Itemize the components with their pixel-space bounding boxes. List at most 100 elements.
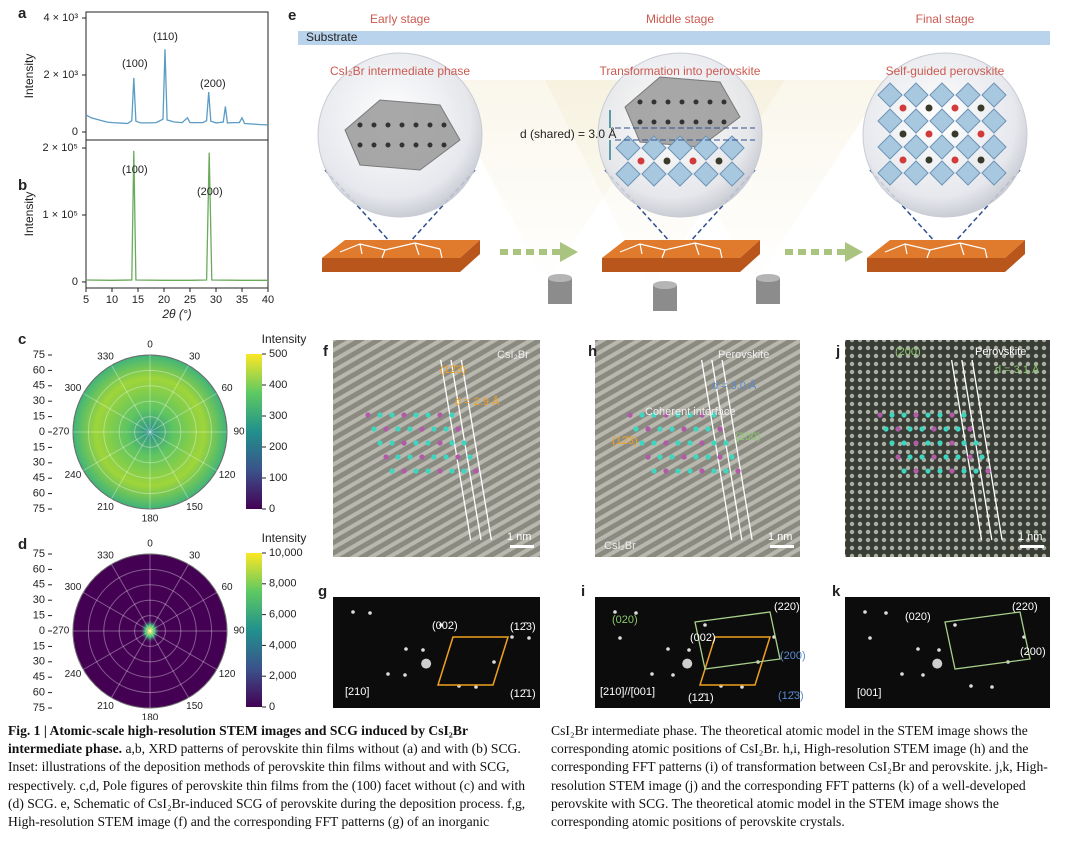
grain-boundaries	[619, 242, 723, 259]
model-atom	[407, 454, 413, 460]
fft-spot	[386, 672, 390, 676]
octahedron	[955, 82, 981, 108]
theta-tick-label: 150	[186, 701, 203, 712]
model-atom	[443, 426, 449, 432]
model-atom	[395, 426, 401, 432]
x-tick-label: 40	[262, 294, 274, 306]
model-atom	[425, 440, 431, 446]
caption: Fig. 1 | Atomic-scale high-resolution ST…	[8, 722, 1072, 867]
model-atom	[467, 454, 473, 460]
image-label: Perovskite	[718, 349, 769, 361]
atom	[721, 99, 727, 105]
model-atom	[419, 426, 425, 432]
y-axis-label: Intensity	[22, 192, 36, 237]
model-atom	[675, 412, 681, 418]
octahedron	[955, 134, 981, 160]
r-tick-label: 15	[33, 640, 45, 652]
model-atom	[443, 454, 449, 460]
model-atom	[901, 440, 907, 446]
panel-letter: c	[18, 331, 26, 348]
phase-label: CsI₂Br intermediate phase	[330, 64, 470, 78]
model-atom	[907, 454, 913, 460]
model-atom	[979, 454, 985, 460]
atom	[707, 99, 713, 105]
colorbar-label: Intensity	[262, 332, 307, 346]
image-label: (020)	[905, 611, 931, 623]
theta-tick-label: 240	[65, 470, 82, 481]
model-atom	[461, 468, 467, 474]
model-atom	[401, 440, 407, 446]
image-label: (002)	[690, 632, 716, 644]
grid-spoke	[111, 630, 151, 698]
model-atom	[437, 412, 443, 418]
grid-spoke	[111, 564, 151, 632]
model-atom	[943, 426, 949, 432]
a-site	[663, 157, 671, 165]
fft-spot	[439, 623, 443, 627]
peak-label: (100)	[122, 164, 148, 176]
x-tick-label: 20	[158, 294, 170, 306]
atom	[371, 142, 377, 148]
octahedron	[641, 161, 667, 187]
fft-spot	[666, 647, 670, 651]
grain-boundaries	[884, 242, 988, 259]
grid-spoke	[149, 564, 189, 632]
panel-letter: f	[323, 343, 329, 360]
octahedron	[981, 160, 1007, 186]
model-atom	[913, 412, 919, 418]
r-tick-label: 60	[33, 488, 45, 500]
model-atom	[633, 426, 639, 432]
model-atom	[669, 426, 675, 432]
model-atom	[687, 440, 693, 446]
grain-boundaries	[339, 242, 443, 259]
image-label: d = 3.0 Å	[712, 379, 757, 392]
a-site	[977, 130, 985, 138]
colorbar	[246, 553, 262, 707]
octahedron	[981, 108, 1007, 134]
model-atom	[651, 440, 657, 446]
grid-circle	[118, 599, 182, 663]
r-tick-label: 45	[33, 671, 45, 683]
atom	[651, 99, 657, 105]
octahedron	[667, 161, 693, 187]
x-tick-label: 15	[132, 294, 144, 306]
atom	[399, 122, 405, 128]
model-atom	[651, 468, 657, 474]
model-atom	[663, 440, 669, 446]
image-label: (12̄3)	[778, 690, 804, 702]
image-label: 1 nm	[507, 531, 531, 543]
model-atom	[413, 440, 419, 446]
model-atom	[645, 426, 651, 432]
theta-tick-label: 180	[142, 514, 159, 525]
model-atom	[931, 454, 937, 460]
fft-spot	[368, 611, 372, 615]
model-atom	[729, 454, 735, 460]
octahedron	[719, 135, 745, 161]
model-atom	[913, 468, 919, 474]
panel-letter: k	[832, 583, 841, 600]
colorbar-tick-label: 0	[269, 503, 275, 515]
octahedron	[981, 82, 1007, 108]
octahedron	[903, 134, 929, 160]
octahedron	[877, 82, 903, 108]
y-tick-label: 0	[72, 276, 78, 288]
theta-tick-label: 300	[65, 383, 82, 394]
atom	[665, 119, 671, 125]
model-atom	[389, 412, 395, 418]
octahedron	[903, 108, 929, 134]
image-label: Perovskite	[975, 346, 1026, 358]
r-tick-label: 60	[33, 687, 45, 699]
theta-tick-label: 180	[142, 713, 159, 720]
model-atom	[705, 426, 711, 432]
atom	[637, 99, 643, 105]
r-tick-label: 75	[33, 349, 45, 361]
octahedron	[615, 161, 641, 187]
fft-spot	[937, 648, 941, 652]
theta-tick-label: 120	[219, 470, 236, 481]
atom	[399, 142, 405, 148]
colorbar	[246, 354, 262, 509]
model-atom	[717, 454, 723, 460]
panel-letter: a	[18, 5, 27, 22]
model-atom	[389, 468, 395, 474]
model-atom	[711, 412, 717, 418]
